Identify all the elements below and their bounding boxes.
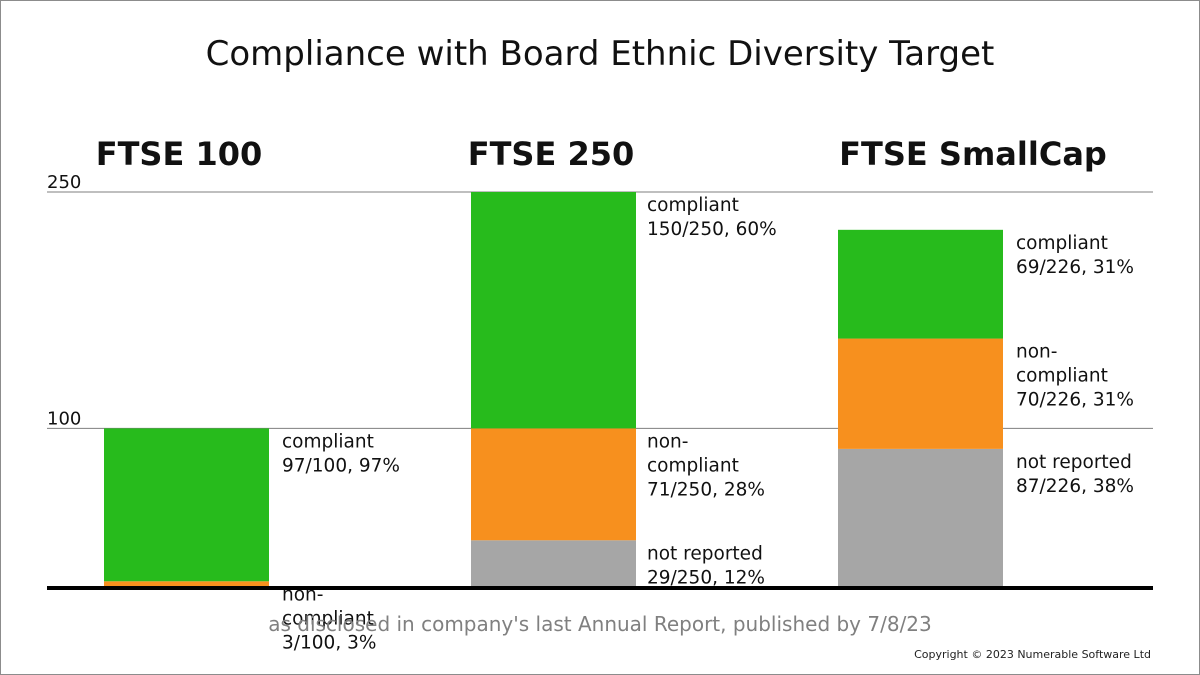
bar-group: FTSE 250 compliant 150/250, 60% non-complia… xyxy=(468,135,777,588)
segment-label-not-reported: not reported 29/250, 12% xyxy=(647,543,765,588)
segment-label-compliant: compliant 69/226, 31% xyxy=(1016,233,1134,278)
group-title: FTSE 250 xyxy=(468,135,635,173)
segment-label-line: 3/100, 3% xyxy=(282,632,376,653)
segment-label-line: compliant xyxy=(647,195,739,216)
segment-label-line: compliant xyxy=(282,431,374,452)
segment-label-line: compliant xyxy=(1016,366,1108,387)
segment-label-line: not reported xyxy=(1016,452,1132,473)
chart-title: Compliance with Board Ethnic Diversity T… xyxy=(206,34,995,74)
y-axis-ticks: 250 100 xyxy=(47,172,81,429)
group-title: FTSE 100 xyxy=(96,135,263,173)
segment-label-line: 97/100, 97% xyxy=(282,455,400,476)
bar-segment-compliant xyxy=(838,229,1003,339)
group-title: FTSE SmallCap xyxy=(839,135,1107,173)
bar-segment-non-compliant xyxy=(471,428,636,541)
bar-group: FTSE SmallCap compliant 69/226, 31% non-com… xyxy=(838,135,1134,586)
segment-label-line: 150/250, 60% xyxy=(647,219,777,240)
segment-label-compliant: compliant 150/250, 60% xyxy=(647,195,777,240)
segment-label-compliant: compliant 97/100, 97% xyxy=(282,431,400,476)
bar-segment-compliant xyxy=(471,192,636,429)
segment-label-line: compliant xyxy=(647,455,739,476)
footnote: as disclosed in company's last Annual Re… xyxy=(268,612,932,636)
bar-segment-not-reported xyxy=(471,540,636,586)
segment-label-line: non- xyxy=(647,431,688,452)
bar-segment-compliant xyxy=(104,428,269,582)
segment-label-line: 71/250, 28% xyxy=(647,479,765,500)
segment-label-line: 70/226, 31% xyxy=(1016,390,1134,411)
bar-segment-non-compliant xyxy=(104,581,269,586)
segment-label-not-reported: not reported 87/226, 38% xyxy=(1016,452,1134,497)
y-tick-label-250: 250 xyxy=(47,172,81,193)
segment-label-line: 87/226, 38% xyxy=(1016,476,1134,497)
segment-label-line: compliant xyxy=(1016,233,1108,254)
bar-segment-non-compliant xyxy=(838,338,1003,449)
segment-label-non-compliant: non-compliant 3/100, 3% xyxy=(282,584,376,653)
segment-label-line: not reported xyxy=(647,543,763,564)
segment-label-line: compliant xyxy=(282,608,374,629)
segment-label-non-compliant: non-compliant 71/250, 28% xyxy=(647,431,765,500)
segment-label-non-compliant: non-compliant 70/226, 31% xyxy=(1016,342,1134,411)
y-tick-label-100: 100 xyxy=(47,408,81,429)
segment-label-line: 29/250, 12% xyxy=(647,567,765,588)
segment-label-line: non- xyxy=(1016,342,1057,363)
copyright-notice: Copyright © 2023 Numerable Software Ltd xyxy=(914,648,1151,661)
bar-segment-not-reported xyxy=(838,448,1003,586)
segment-label-line: 69/226, 31% xyxy=(1016,257,1134,278)
bar-groups: FTSE 100 compliant 97/100, 97% non-complian… xyxy=(96,135,1134,653)
